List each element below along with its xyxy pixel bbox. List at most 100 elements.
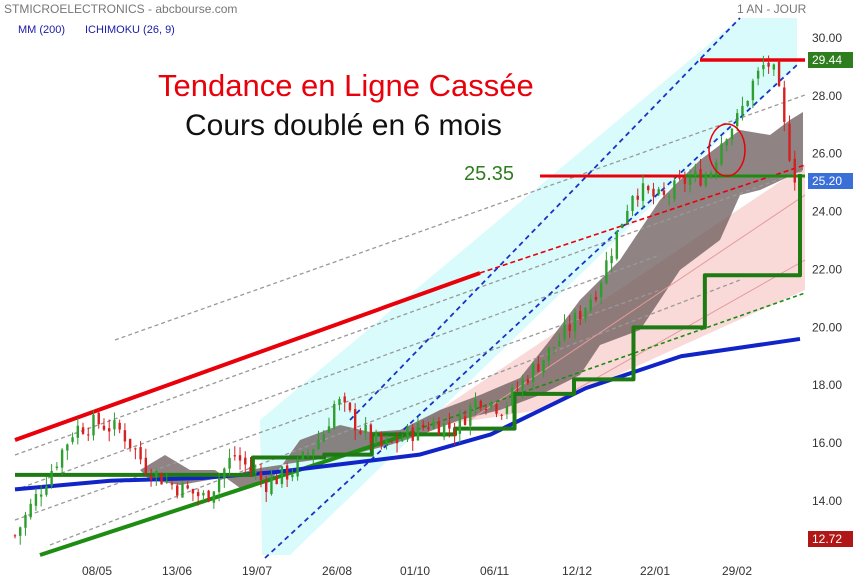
chart-header-title: STMICROELECTRONICS - abcbourse.com: [4, 2, 237, 16]
candle-body: [317, 439, 320, 450]
candle-body: [228, 457, 231, 469]
candle-body: [720, 143, 723, 165]
candle-body: [573, 312, 577, 332]
candle-body: [610, 255, 613, 264]
candle-body: [217, 478, 221, 493]
candle-body: [291, 474, 294, 478]
candle-body: [479, 400, 482, 408]
candle-body: [694, 170, 697, 177]
x-axis: 08/05 13/06 19/07 26/08 01/10 06/11 12/12 22/01…: [82, 564, 752, 578]
candle-body: [265, 480, 268, 493]
candle-body: [772, 64, 776, 70]
high-price-label-bg: [808, 52, 853, 68]
candle-body: [620, 223, 624, 229]
candle-body: [626, 210, 629, 224]
candle-body: [579, 311, 582, 320]
candle-body: [108, 428, 111, 432]
candle-body: [385, 440, 388, 445]
candle-body: [50, 470, 53, 486]
candle-body: [191, 488, 195, 494]
candle-body: [631, 196, 634, 212]
candle-body: [380, 432, 383, 446]
candle-body: [87, 434, 90, 436]
candle-body: [432, 421, 435, 429]
candle-body: [13, 535, 17, 537]
candle-body: [558, 340, 561, 346]
candle-body: [165, 480, 168, 483]
blue-channel-lines: [264, 17, 798, 559]
candle-body: [552, 347, 556, 349]
candle-body: [160, 473, 163, 485]
candle-body: [374, 433, 378, 442]
candle-body: [688, 177, 692, 185]
candle-body: [584, 308, 587, 319]
y-tick-label: 24.00: [812, 205, 842, 219]
candle-body: [71, 437, 74, 443]
candle-body: [767, 62, 770, 67]
x-tick-label: 06/11: [480, 564, 509, 578]
candle-body: [102, 425, 106, 430]
candle-body: [537, 363, 540, 372]
y-tick-label: 20.00: [812, 320, 842, 334]
candle-body: [306, 453, 310, 455]
candle-body: [139, 447, 142, 460]
candle-body: [181, 482, 184, 498]
candle-body: [599, 282, 603, 298]
candle-body: [353, 409, 357, 431]
candle-body: [369, 424, 373, 443]
candle-body: [589, 299, 592, 311]
candle-body: [333, 404, 336, 428]
candle-body: [458, 415, 462, 434]
y-tick-label: 26.00: [812, 147, 842, 161]
pink-faint-lines: [469, 194, 806, 421]
candle-body: [202, 492, 205, 496]
y-tick-label: 16.00: [812, 436, 842, 450]
candle-body: [673, 180, 676, 200]
candle-body: [338, 399, 341, 405]
candle-body: [207, 490, 210, 502]
legend-ichimoku: ICHIMOKU (26, 9): [85, 24, 175, 36]
candle-body: [647, 186, 650, 191]
low-price-label: 12.72: [812, 532, 842, 546]
channel-fill: [260, 18, 797, 555]
candle-body: [66, 444, 69, 451]
y-axis: 30.00 28.00 26.00 24.00 22.00 20.00 18.00 16.00…: [812, 31, 842, 508]
y-tick-label: 22.00: [812, 262, 842, 276]
x-tick-label: 26/08: [322, 564, 352, 578]
candle-body: [29, 503, 32, 518]
candle-body: [683, 177, 687, 184]
candle-body: [113, 420, 116, 430]
chart-header-period: 1 AN - JOUR: [737, 2, 807, 16]
candle-body: [715, 162, 718, 175]
candle-body: [186, 485, 189, 489]
candle-body: [510, 387, 514, 406]
candle-body: [134, 448, 137, 450]
green-trend-line: [39, 430, 416, 557]
candle-body: [92, 414, 95, 436]
candle-body: [500, 414, 503, 416]
candle-body: [322, 434, 325, 442]
candle-body: [667, 196, 671, 198]
candle-body: [736, 113, 739, 127]
candle-body: [762, 65, 765, 70]
x-tick-label: 08/05: [82, 564, 112, 578]
candle-body: [55, 466, 59, 469]
x-tick-label: 19/07: [242, 564, 272, 578]
candle-body: [149, 475, 153, 480]
candle-body: [359, 431, 362, 434]
candle-body: [756, 70, 760, 79]
low-price-label-bg: [808, 531, 853, 547]
candle-body: [568, 324, 571, 331]
candle-body: [238, 455, 242, 461]
candle-body: [442, 423, 446, 438]
candle-body: [244, 457, 247, 465]
candle-body: [521, 379, 524, 390]
candle-body: [280, 466, 284, 485]
candle-body: [615, 230, 619, 259]
candle-body: [725, 139, 728, 146]
candle-body: [636, 195, 639, 200]
red-trend-line: [14, 271, 481, 442]
candle-body: [401, 438, 404, 442]
candle-body: [474, 399, 477, 408]
